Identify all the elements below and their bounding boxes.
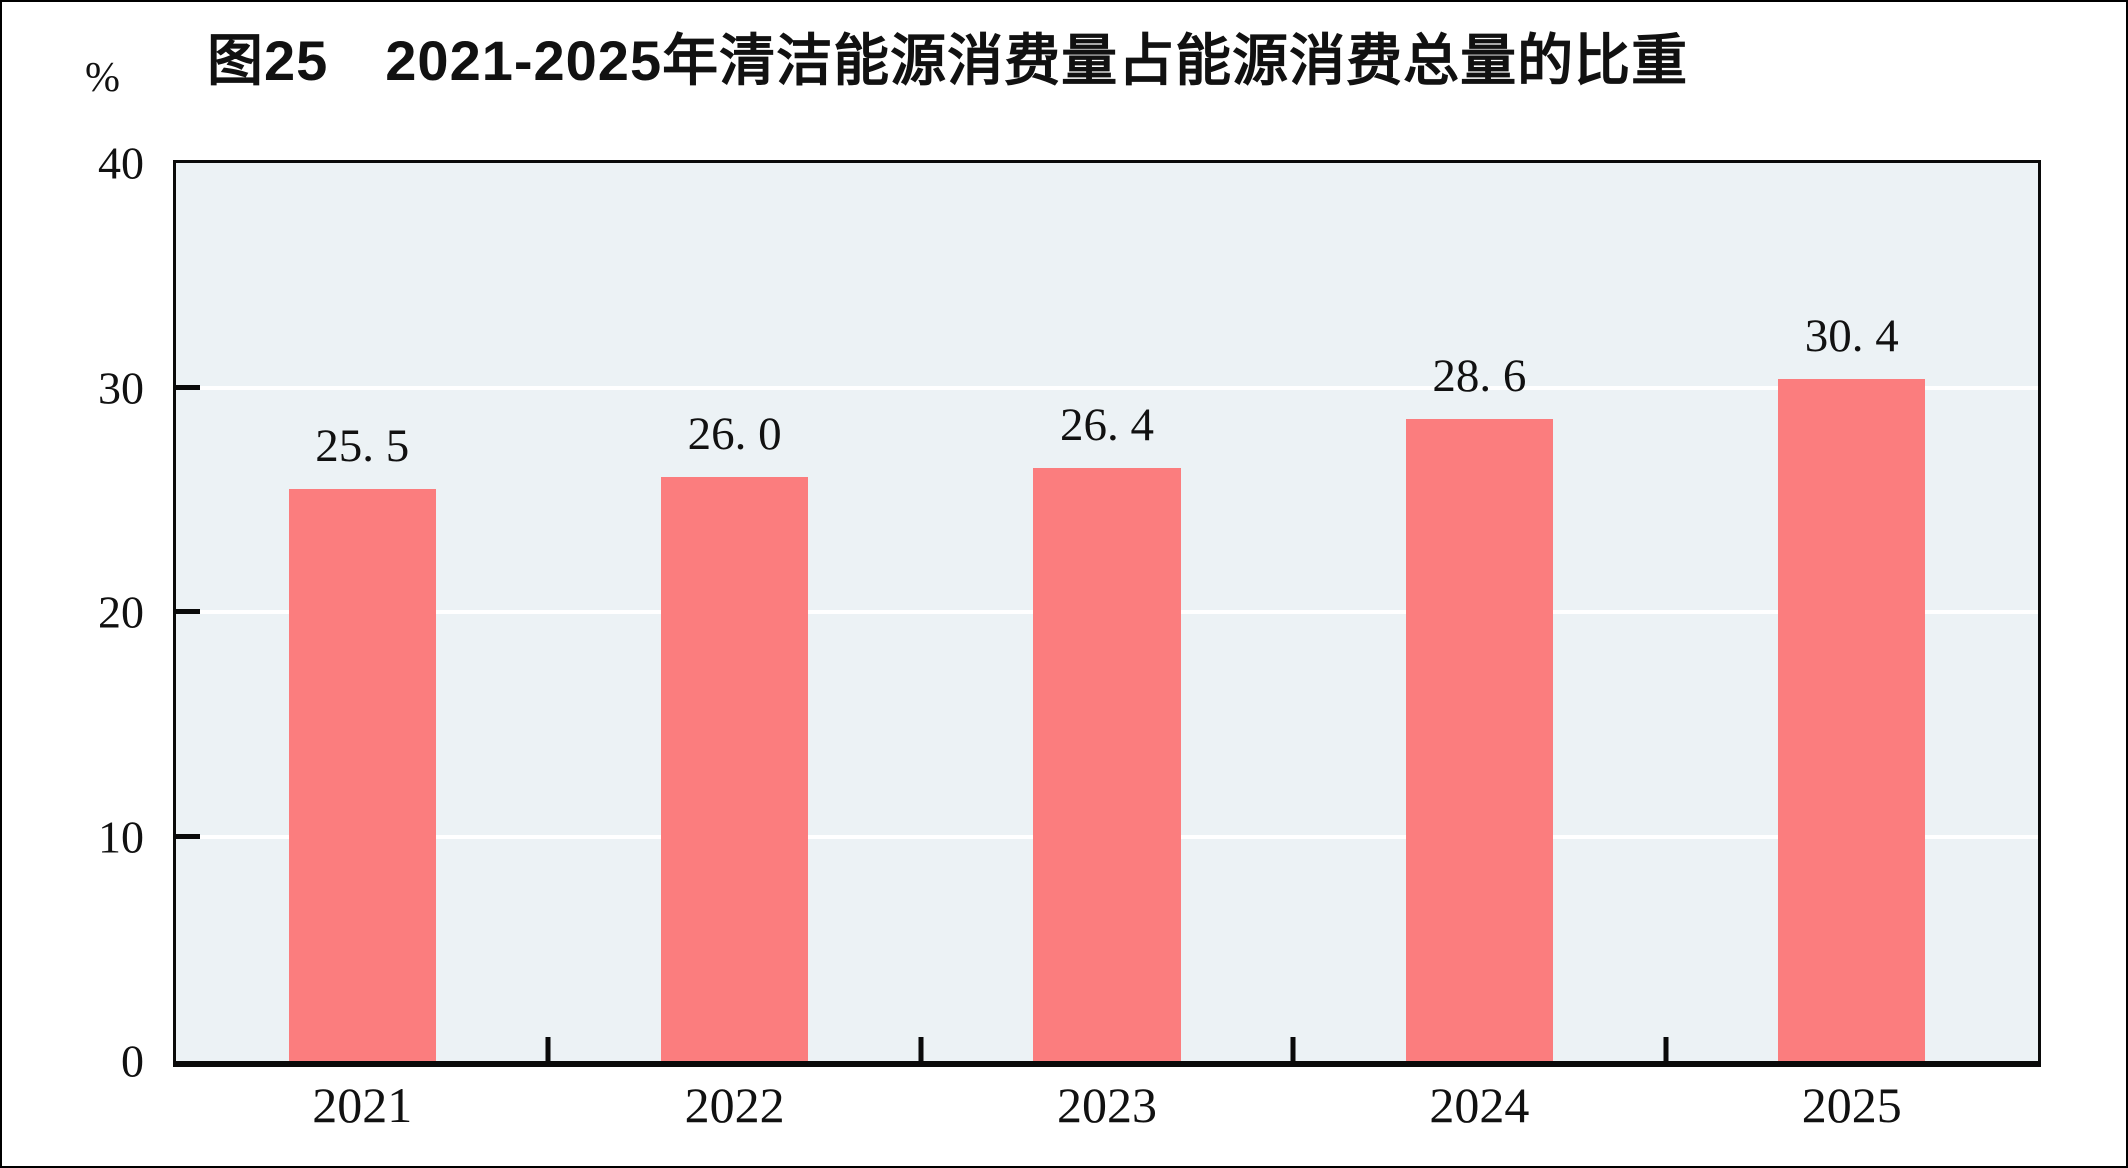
y-axis-tick-labels: 0 10 20 30 40 [2, 138, 144, 1087]
y-axis-tick [176, 609, 200, 614]
x-axis-tick-labels: 2021 2022 2023 2024 2025 [176, 1076, 2038, 1146]
bar-2024 [1405, 418, 1553, 1061]
bar-value-label: 28. 6 [1432, 349, 1527, 402]
x-tick-label-2025: 2025 [1801, 1077, 1902, 1133]
bar-2022 [661, 477, 809, 1061]
y-tick-label: 0 [121, 1035, 144, 1087]
x-axis-tick [918, 1037, 924, 1061]
bar-value-label: 26. 0 [687, 408, 782, 461]
y-tick-label: 20 [98, 586, 144, 638]
x-axis-tick [1290, 1037, 1296, 1061]
bar-2023 [1033, 468, 1181, 1061]
gridline [176, 385, 2038, 390]
y-axis-unit-label: % [85, 55, 120, 101]
y-tick-label: 40 [98, 137, 144, 189]
bar-2021 [288, 488, 436, 1061]
x-tick-label-2023: 2023 [1057, 1077, 1157, 1133]
x-tick-label-2024: 2024 [1429, 1077, 1530, 1133]
y-tick-label: 10 [98, 811, 144, 862]
bar-2025 [1778, 378, 1926, 1061]
bar-value-label: 26. 4 [1060, 399, 1154, 452]
chart-title: 图25 2021-2025年清洁能源消费量占能源消费总量的比重 [207, 29, 1689, 92]
y-axis-tick [176, 833, 200, 839]
plot-area: 25. 5 26. 0 26. 4 28. 6 30. 4 [173, 160, 2041, 1067]
x-axis-tick [1663, 1037, 1669, 1061]
bar-value-label: 30. 4 [1804, 309, 1899, 362]
x-tick-label-2022: 2022 [684, 1077, 785, 1133]
bar-value-label: 25. 5 [315, 419, 410, 472]
y-tick-label: 30 [98, 362, 144, 413]
x-axis-tick [545, 1037, 551, 1061]
y-axis-tick [176, 384, 200, 390]
x-tick-label-2021: 2021 [312, 1077, 413, 1133]
